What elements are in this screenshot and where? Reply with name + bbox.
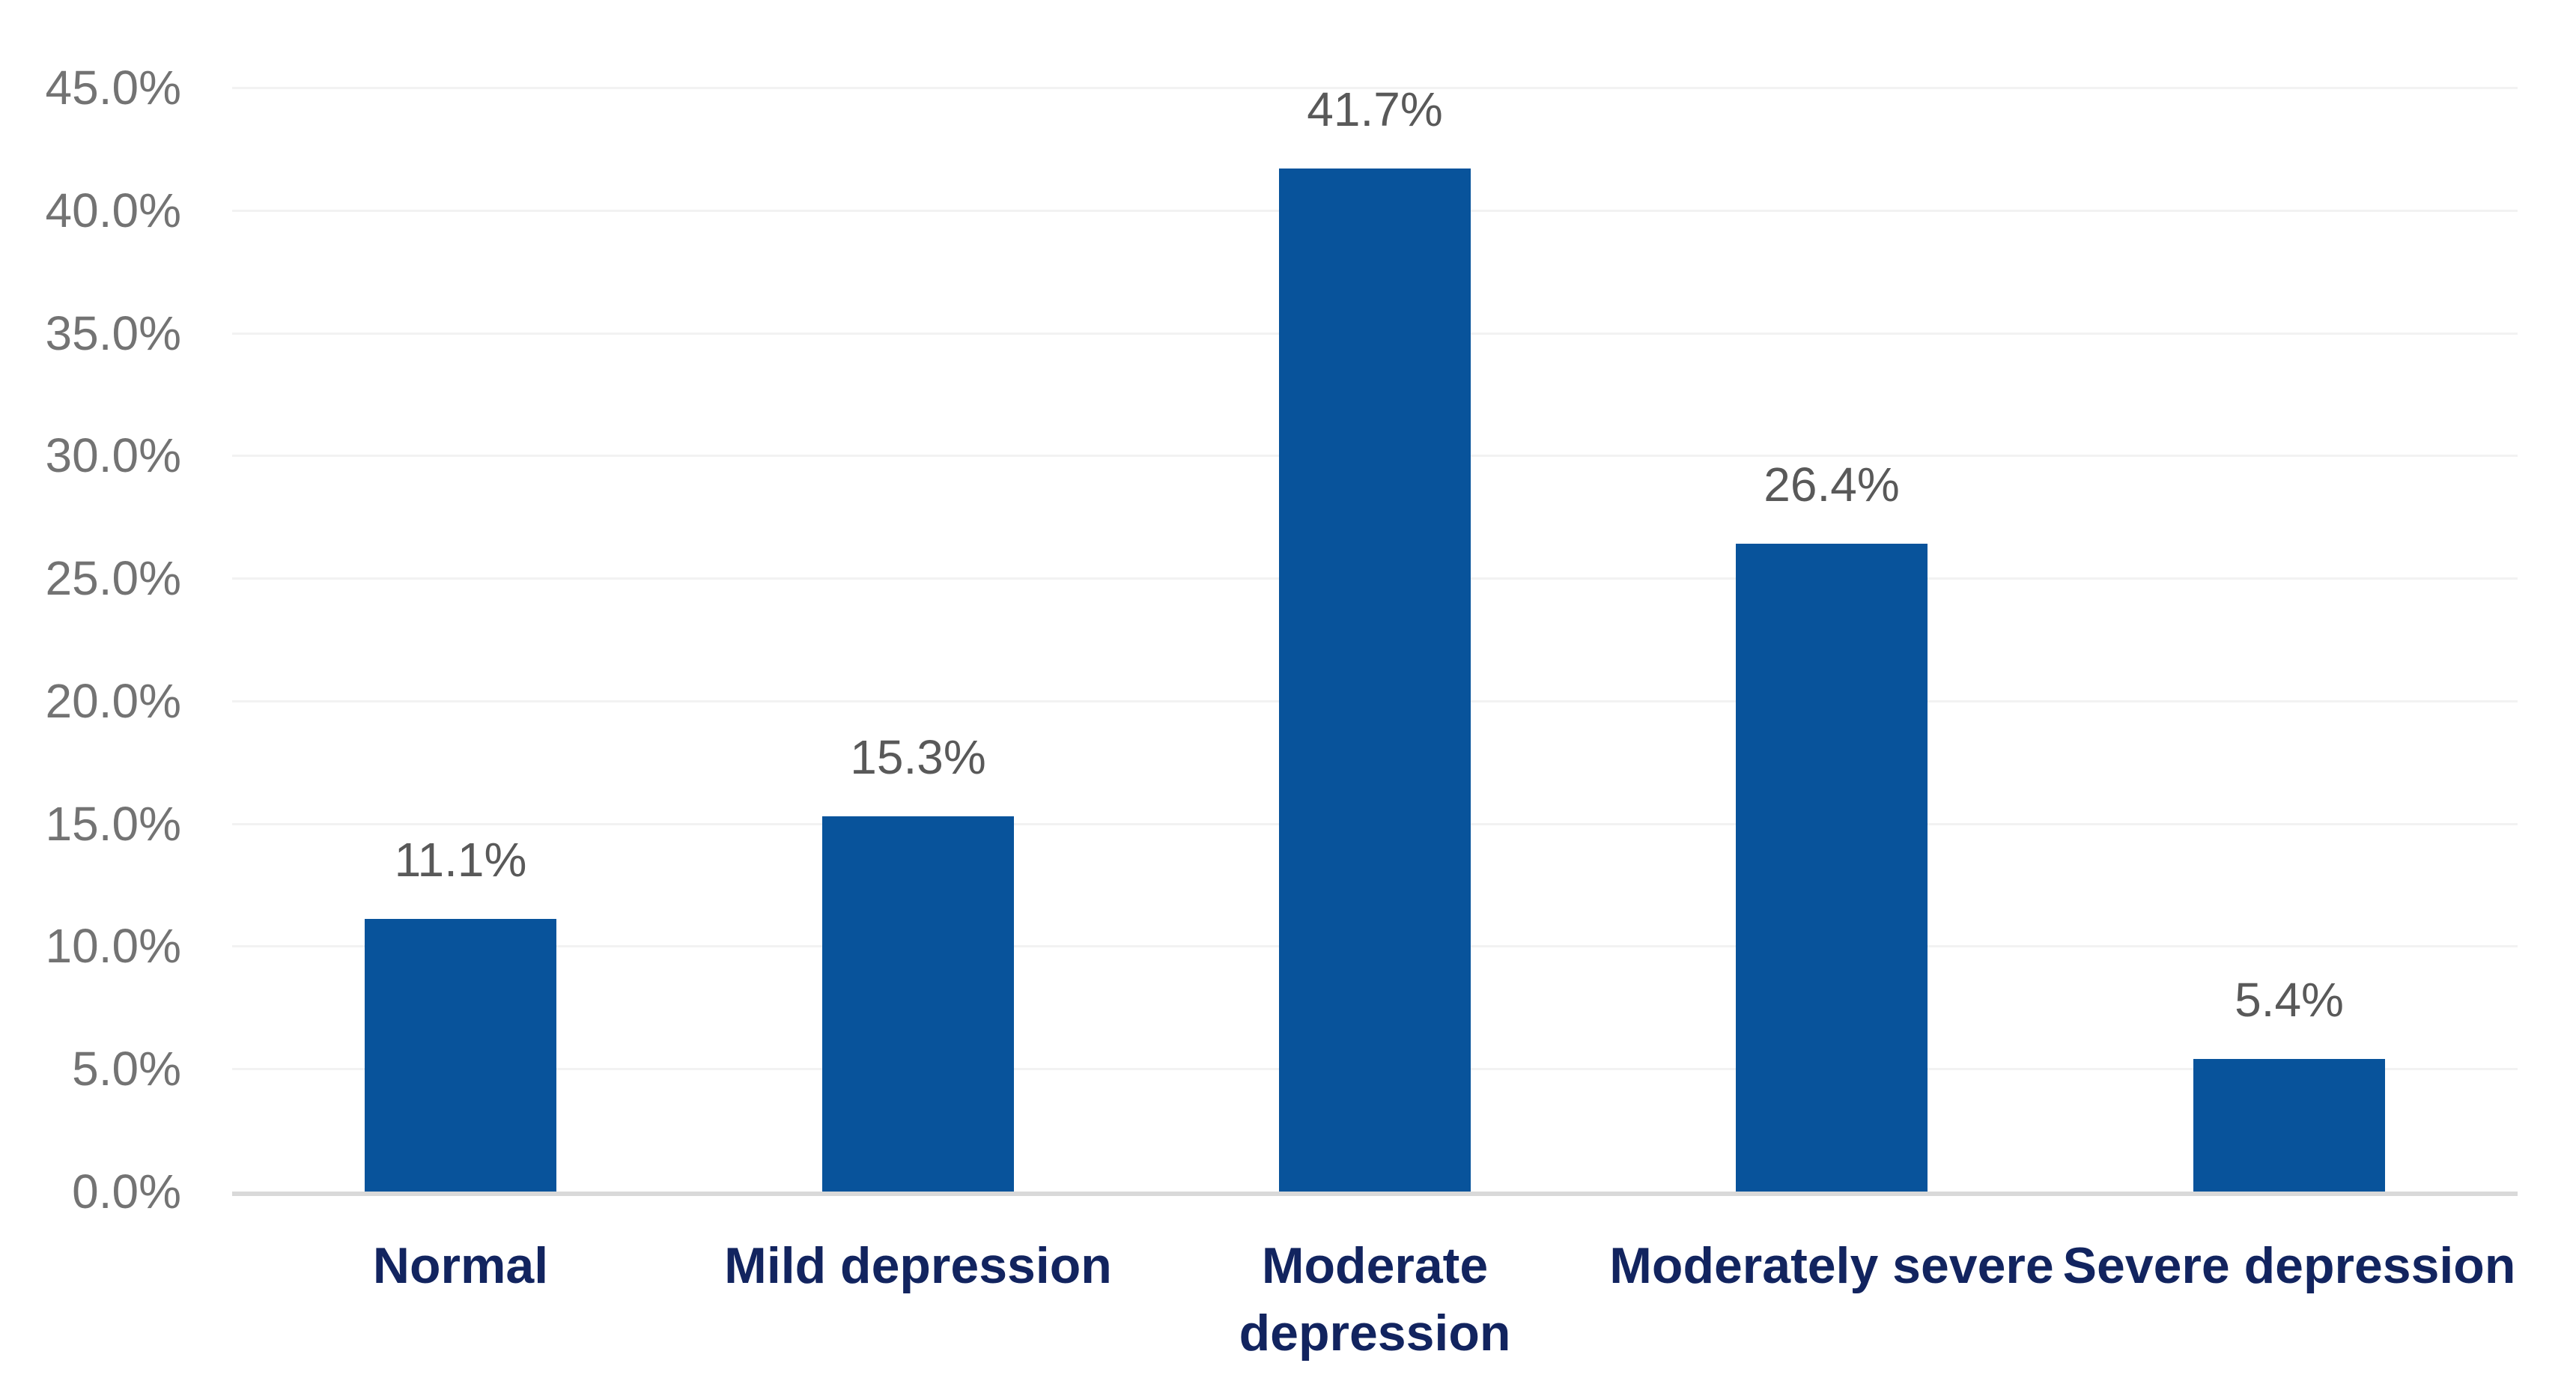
category-label: Moderate depression [1239, 1237, 1511, 1362]
category-label: Normal [372, 1237, 549, 1294]
category-label: Severe depression [2062, 1237, 2516, 1294]
gridline [232, 87, 2518, 89]
x-axis-line [232, 1192, 2518, 1196]
bar-value-label: 11.1% [394, 833, 527, 887]
bar [365, 919, 556, 1192]
y-tick-label: 40.0% [45, 183, 181, 237]
bar [822, 816, 1014, 1192]
bar-value-label: 26.4% [1764, 458, 1900, 512]
bar [1279, 169, 1471, 1192]
category-label: Mild depression [724, 1237, 1112, 1294]
y-tick-label: 35.0% [45, 306, 181, 360]
category-label: Moderately severe [1609, 1237, 2054, 1294]
y-tick-label: 30.0% [45, 428, 181, 483]
y-tick-label: 10.0% [45, 919, 181, 974]
bar-value-label: 41.7% [1307, 82, 1443, 136]
bar-value-label: 5.4% [2235, 973, 2344, 1027]
y-tick-label: 0.0% [72, 1165, 181, 1218]
y-tick-label: 20.0% [45, 673, 181, 728]
bar-value-label: 15.3% [850, 730, 986, 784]
bar [2193, 1059, 2385, 1192]
bar [1736, 544, 1928, 1192]
y-tick-label: 15.0% [45, 796, 181, 851]
y-tick-label: 25.0% [45, 551, 181, 606]
y-tick-label: 5.0% [72, 1042, 181, 1096]
y-tick-label: 45.0% [45, 61, 181, 115]
